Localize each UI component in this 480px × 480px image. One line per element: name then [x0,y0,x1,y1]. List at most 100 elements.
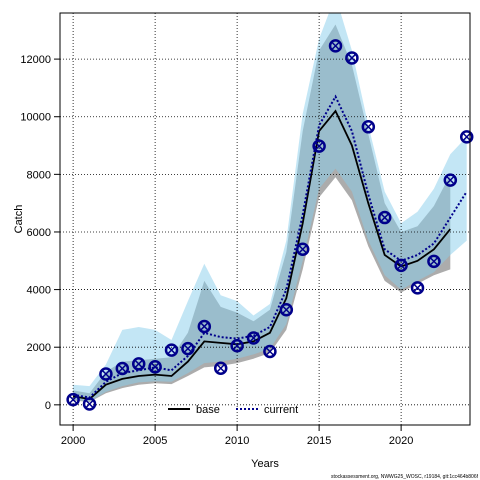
observed-point-2022 [427,254,441,269]
observed-point-2014 [295,242,310,257]
observed-point-2018 [361,120,376,134]
observed-circle [361,120,376,134]
y-tick-label-10000: 10000 [20,112,51,124]
observed-cross [151,362,160,371]
observed-point-2019 [377,210,392,225]
observed-circle [197,319,212,334]
observed-cross [200,322,209,331]
observed-circle [427,254,441,269]
observed-point-2024 [459,130,474,144]
legend: base current [168,404,298,416]
x-tick-label-2010: 2010 [225,435,249,447]
observed-cross [380,213,389,222]
observed-point-2003 [115,361,130,376]
observed-circle [443,173,458,187]
observed-point-2002 [99,367,113,381]
legend-label-current: current [264,404,298,416]
observed-cross [315,142,324,151]
observed-point-2005 [148,360,162,374]
observed-circle [99,367,113,381]
observed-circle [82,397,97,411]
observed-cross [183,344,192,353]
observed-cross [429,257,438,266]
plot-frame [59,12,471,426]
confidence-bands [73,13,467,402]
x-tick-label-2020: 2020 [389,435,413,447]
observed-point-2017 [345,51,359,65]
observed-circle [459,130,474,144]
y-axis: 0 2000 4000 6000 8000 10000 12000 [20,54,60,412]
observed-cross [265,347,274,356]
observed-cross [249,333,258,343]
observed-points [66,39,474,411]
observed-point-2013 [279,303,294,317]
y-tick-label-12000: 12000 [20,54,51,66]
observed-circle [328,39,343,53]
x-tick-label-2005: 2005 [143,435,167,447]
observed-cross [85,399,94,408]
band-current [73,13,467,402]
observed-cross [69,395,78,404]
observed-circle [164,343,179,357]
observed-cross [413,283,422,292]
observed-circle [295,242,310,257]
series-line-base [72,109,451,401]
observed-circle [131,357,146,371]
observed-circle [279,303,294,317]
observed-cross [118,364,127,373]
observed-circle [181,341,195,356]
observed-point-2009 [213,361,228,375]
observed-point-2016 [328,39,343,53]
observed-circle [115,361,130,376]
observed-cross [347,53,356,62]
observed-cross [134,359,143,368]
observed-cross [233,341,242,350]
observed-point-2015 [312,139,326,153]
y-tick-label-0: 0 [45,400,51,412]
y-axis-label: Catch [13,205,25,234]
observed-circle [345,51,359,65]
observed-cross [101,369,110,379]
observed-circle [377,210,392,225]
observed-cross [331,41,340,50]
observed-circle [263,344,277,359]
observed-point-2001 [82,397,97,411]
observed-point-2000 [66,392,80,407]
observed-point-2006 [164,343,179,357]
observed-point-2007 [181,341,195,356]
observed-circle [394,258,408,273]
observed-circle [66,392,80,407]
observed-point-2023 [443,173,458,187]
observed-point-2011 [246,331,261,345]
observed-cross [216,364,225,373]
observed-point-2020 [394,258,408,273]
observed-cross [167,346,176,355]
footer-text: stockassessment.org, NWWG25_WOSC, r19184… [331,474,479,480]
observed-circle [230,339,244,353]
y-tick-label-2000: 2000 [27,342,51,354]
x-axis: 2000 2005 2010 2015 2020 [61,425,413,447]
x-tick-label-2015: 2015 [307,435,331,447]
observed-circle [213,361,228,375]
observed-circle [312,139,326,153]
y-tick-label-6000: 6000 [27,227,51,239]
observed-cross [298,245,307,254]
observed-circle [246,331,261,345]
observed-cross [462,132,471,141]
observed-point-2008 [197,319,212,334]
y-tick-label-4000: 4000 [27,285,51,297]
observed-cross [446,176,455,185]
observed-cross [364,122,373,131]
x-tick-label-2000: 2000 [61,435,85,447]
observed-circle [148,360,162,374]
observed-point-2010 [230,339,244,353]
observed-point-2004 [131,357,146,371]
x-axis-label: Years [251,458,279,470]
observed-point-2021 [410,281,425,295]
y-tick-label-8000: 8000 [27,169,51,181]
legend-label-base: base [196,404,220,416]
observed-cross [397,261,406,270]
observed-cross [282,305,291,314]
observed-circle [410,281,425,295]
